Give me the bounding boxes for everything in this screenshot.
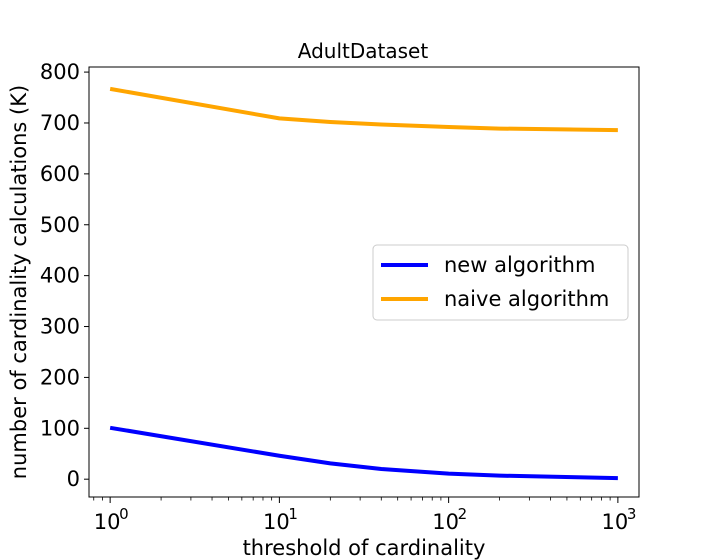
x-tick-exponent: 3 — [627, 505, 637, 523]
plot-frame — [88, 66, 640, 498]
x-axis: 100 101 102 103 — [93, 497, 637, 534]
legend: new algorithm naive algorithm — [372, 244, 629, 321]
x-tick-exponent: 0 — [119, 505, 129, 523]
y-tick-label: 700 — [40, 111, 80, 135]
legend-label-naive-algorithm: naive algorithm — [444, 287, 609, 311]
x-tick-base: 10 — [94, 510, 121, 534]
series-line-naive-algorithm — [109, 86, 618, 133]
plot-area — [88, 66, 640, 498]
y-tick-label: 0 — [67, 467, 80, 491]
x-tick-label: 100 — [94, 505, 129, 534]
y-tick-label: 600 — [40, 162, 80, 186]
x-tick-exponent: 2 — [458, 505, 468, 523]
x-tick-base: 10 — [602, 510, 629, 534]
x-tick-label: 102 — [432, 505, 467, 534]
y-axis: 0 100 200 300 400 500 600 700 800 — [40, 60, 89, 491]
chart-title: AdultDataset — [298, 39, 429, 63]
series-layer — [109, 86, 618, 481]
x-tick-label: 101 — [263, 505, 298, 534]
y-tick-label: 500 — [40, 213, 80, 237]
y-tick-label: 800 — [40, 60, 80, 84]
x-tick-label: 103 — [602, 505, 637, 534]
y-tick-label: 400 — [40, 264, 80, 288]
y-tick-label: 100 — [40, 416, 80, 440]
x-axis-label: threshold of cardinality — [243, 536, 486, 560]
y-axis-label: number of cardinality calculations (K) — [7, 85, 31, 479]
x-tick-base: 10 — [432, 510, 459, 534]
x-tick-exponent: 1 — [288, 505, 298, 523]
x-tick-base: 10 — [263, 510, 290, 534]
legend-box — [372, 244, 629, 321]
y-tick-label: 300 — [40, 315, 80, 339]
series-line-new-algorithm — [109, 425, 618, 481]
legend-label-new-algorithm: new algorithm — [444, 253, 595, 277]
y-tick-label: 200 — [40, 365, 80, 389]
